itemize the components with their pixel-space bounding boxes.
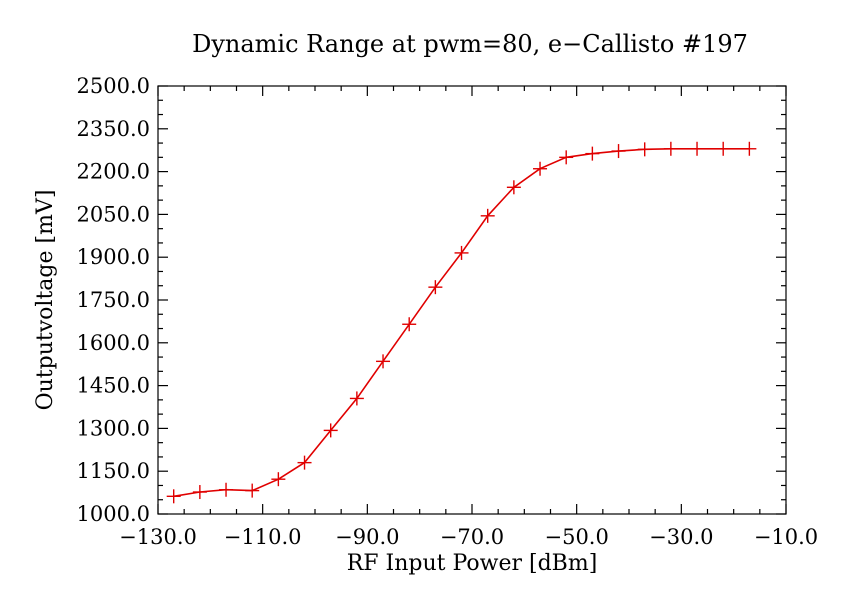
data-point-marker (376, 354, 391, 369)
x-tick-label: −110.0 (224, 525, 302, 549)
x-tick-label: −10.0 (754, 525, 818, 549)
data-point-marker (559, 150, 574, 165)
data-point-marker (349, 391, 364, 406)
data-point-marker (611, 144, 626, 159)
y-tick-label: 1300.0 (77, 416, 150, 440)
data-point-marker (506, 180, 521, 195)
y-tick-label: 2500.0 (77, 74, 150, 98)
data-point-marker (245, 483, 260, 498)
y-tick-label: 1900.0 (77, 245, 150, 269)
data-point-marker (271, 472, 286, 487)
x-axis: −130.0 −110.0 −90.0 −70.0 −50.0 −30.0 −10.0 (119, 86, 818, 549)
data-point-marker (637, 142, 652, 157)
data-point-marker (454, 245, 469, 260)
x-tick-label: −30.0 (649, 525, 713, 549)
data-point-marker (663, 141, 678, 156)
y-tick-label: 2050.0 (77, 202, 150, 226)
data-point-marker (297, 455, 312, 470)
y-axis: 1000.0 1150.0 1300.0 1450.0 1600.0 1750.0 1900… (77, 74, 786, 526)
data-point-marker (585, 146, 600, 161)
series-line (173, 148, 750, 498)
x-tick-label: −70.0 (440, 525, 504, 549)
data-point-marker (742, 141, 757, 156)
data-point-marker (428, 280, 443, 295)
y-axis-label: Outputvoltage [mV] (33, 190, 58, 411)
data-point-marker (166, 489, 181, 504)
data-point-marker (323, 423, 338, 438)
chart-title: Dynamic Range at pwm=80, e−Callisto #197 (192, 30, 748, 58)
data-point-marker (533, 161, 548, 176)
plot-frame (157, 85, 787, 515)
y-tick-label: 2350.0 (77, 117, 150, 141)
y-tick-label: 2200.0 (77, 160, 150, 184)
y-tick-label: 1450.0 (77, 374, 150, 398)
data-point-marker (192, 485, 207, 500)
data-point-marker (690, 141, 705, 156)
series-layer (166, 141, 757, 504)
y-tick-label: 1000.0 (77, 502, 150, 526)
x-axis-label: RF Input Power [dBm] (347, 551, 598, 576)
data-point-marker (716, 141, 731, 156)
data-point-marker (402, 317, 417, 332)
x-tick-label: −50.0 (544, 525, 608, 549)
data-point-marker (219, 482, 234, 497)
y-tick-label: 1150.0 (77, 459, 150, 483)
x-tick-label: −130.0 (119, 525, 197, 549)
x-tick-label: −90.0 (335, 525, 399, 549)
y-tick-label: 1750.0 (77, 288, 150, 312)
data-point-marker (480, 208, 495, 223)
y-tick-label: 1600.0 (77, 331, 150, 355)
